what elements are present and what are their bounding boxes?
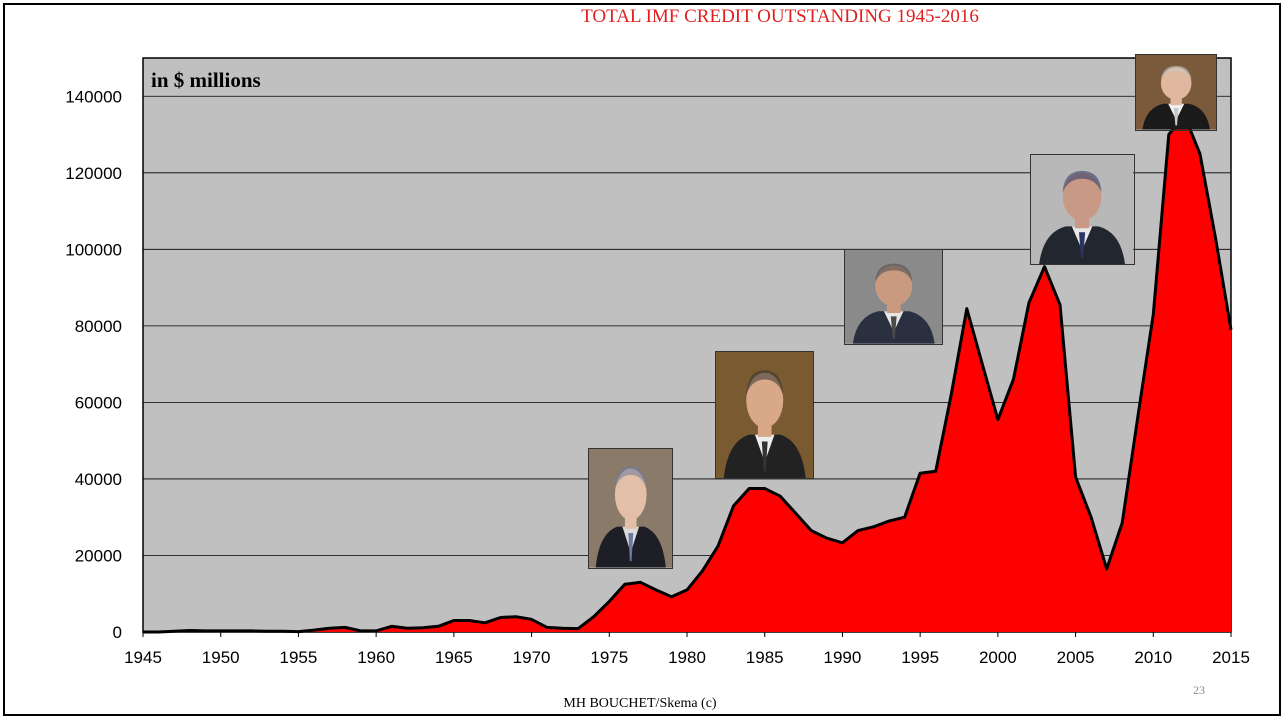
x-tick-label: 1960 [357,648,395,667]
portrait-photo-2 [714,350,815,479]
page-number: 23 [1193,683,1205,697]
credit-area-fill [143,115,1231,632]
x-tick-label: 2010 [1134,648,1172,667]
y-tick-label: 0 [113,623,122,642]
portrait-photo-1 [587,448,673,569]
y-tick-label: 60000 [75,393,122,412]
slide-frame [3,3,1281,716]
portrait-photo-3 [843,249,944,345]
portrait-photo-5 [1134,54,1217,131]
x-tick-label: 1965 [435,648,473,667]
x-tick-label: 1975 [590,648,628,667]
x-tick-label: 1945 [124,648,162,667]
y-tick-label: 120000 [65,164,122,183]
y-tick-label: 20000 [75,546,122,565]
credit-area-line [143,113,1233,634]
slide-title: TOTAL IMF CREDIT OUTSTANDING 1945-2016 [581,6,979,27]
y-tick-label: 100000 [65,240,122,259]
y-tick-label: 40000 [75,470,122,489]
y-tick-label: 80000 [75,317,122,336]
portrait-photo-4 [1030,153,1135,265]
x-tick-label: 2000 [979,648,1017,667]
x-tick-label: 1995 [901,648,939,667]
x-tick-label: 1990 [824,648,862,667]
footer-credit: MH BOUCHET/Skema (c) [563,696,717,711]
x-tick-label: 1980 [668,648,706,667]
x-tick-label: 1955 [280,648,318,667]
x-tick-label: 2015 [1212,648,1250,667]
y-tick-label: 140000 [65,87,122,106]
x-tick-label: 1970 [513,648,551,667]
chart-subtitle: in $ millions [151,68,261,92]
x-tick-label: 1985 [746,648,784,667]
x-tick-label: 1950 [202,648,240,667]
x-tick-label: 2005 [1057,648,1095,667]
